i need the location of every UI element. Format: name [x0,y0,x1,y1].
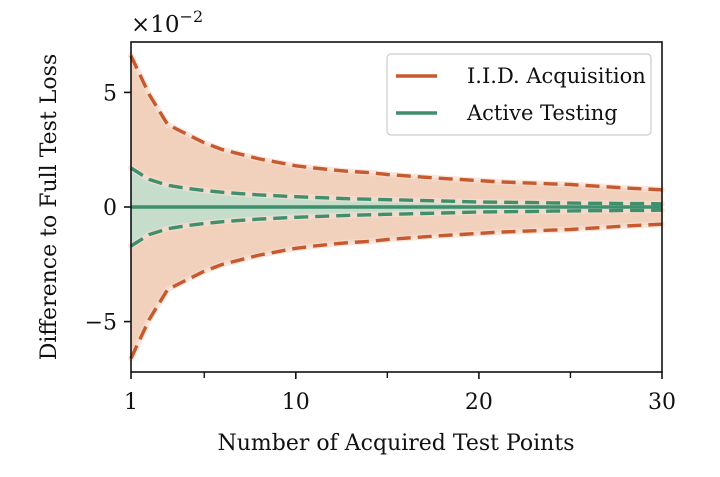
legend-box [386,53,652,136]
legend-label-active: Active Testing [466,101,618,125]
y-tick-label: −5 [85,311,117,336]
iid-lower-bound [129,222,663,360]
iid-upper-bound [129,55,663,192]
x-tick-label: 1 [124,390,138,415]
y-scale-base: ×10 [131,12,180,38]
axes: 1 10 20 30 −5 0 5 [85,81,676,415]
legend: I.I.D. Acquisition Active Testing [386,53,652,136]
active-lower-bound [130,208,663,248]
x-tick-label: 30 [648,390,676,415]
x-tick-label: 20 [465,390,493,415]
y-scale-multiplier: ×10−2 [131,7,203,38]
active-upper-bound [130,166,663,206]
x-axis-label: Number of Acquired Test Points [218,431,575,456]
x-tick-label: 10 [282,390,310,415]
legend-label-iid: I.I.D. Acquisition [467,64,646,88]
plot-area [128,52,665,362]
y-scale-exponent: −2 [180,7,204,26]
y-axis-label: Difference to Full Test Loss [37,54,62,361]
y-tick-label: 0 [103,196,117,221]
y-tick-label: 5 [103,81,117,106]
